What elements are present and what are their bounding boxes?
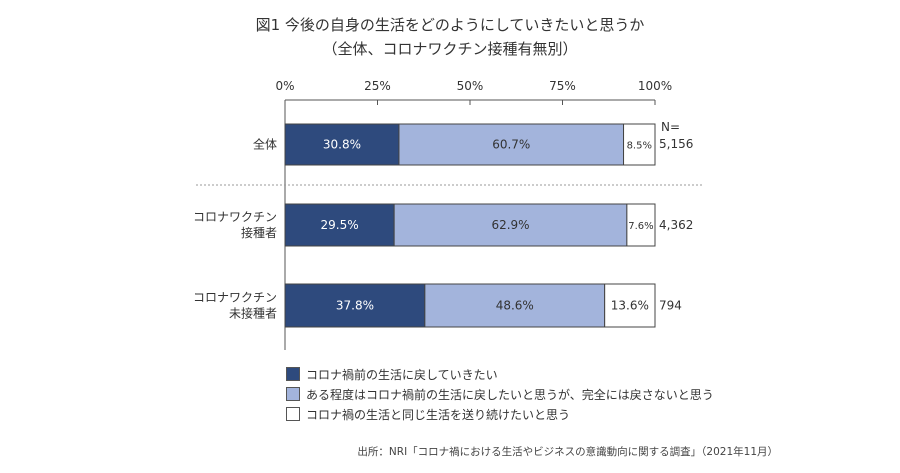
bar-label-0-2: 8.5% [627, 141, 652, 152]
chart-subtitle: （全体、コロナワクチン接種有無別） [322, 40, 578, 58]
bar-0-1 [398, 123, 625, 166]
bar-label-1-2: 7.6% [628, 221, 653, 232]
legend-label-3: コロナ禍の生活と同じ生活を送り続けたいと思う [306, 407, 571, 422]
n-value-1: 4,362 [659, 218, 693, 232]
x-tick-label-3: 75% [549, 79, 576, 93]
category-label-0-0: 全体 [253, 137, 277, 152]
bar-label-1-0: 29.5% [321, 218, 359, 232]
legend: コロナ禍前の生活に戻していきたい ある程度はコロナ禍前の生活に戻したいと思うが、… [286, 364, 714, 424]
bar-0-2 [623, 123, 656, 166]
legend-label-2: ある程度はコロナ禍前の生活に戻したいと思うが、完全には戻さないと思う [306, 387, 714, 402]
legend-item-1: コロナ禍前の生活に戻していきたい [286, 364, 714, 384]
bar-1-1 [393, 203, 628, 247]
n-value-2: 794 [659, 299, 682, 313]
bar-2-2 [604, 283, 656, 328]
bar-label-2-1: 48.6% [496, 299, 534, 313]
bar-0-0 [284, 123, 400, 166]
bar-label-2-2: 13.6% [611, 299, 649, 313]
legend-label-1: コロナ禍前の生活に戻していきたい [306, 367, 498, 382]
bar-2-0 [284, 283, 426, 328]
x-tick-label-0: 0% [275, 79, 294, 93]
bar-label-1-1: 62.9% [491, 218, 529, 232]
chart-title: 図1 今後の自身の生活をどのようにしていきたいと思うか [255, 16, 645, 34]
legend-swatch-2 [286, 387, 300, 401]
bar-label-2-0: 37.8% [336, 299, 374, 313]
category-label-2-0: コロナワクチン [193, 291, 277, 305]
x-tick-label-2: 50% [457, 79, 484, 93]
bar-label-0-1: 60.7% [492, 138, 530, 152]
legend-swatch-3 [286, 407, 300, 421]
category-label-2-1: 未接種者 [229, 306, 277, 321]
x-tick-label-4: 100% [638, 79, 672, 93]
n-value-0: 5,156 [659, 137, 693, 151]
legend-item-2: ある程度はコロナ禍前の生活に戻したいと思うが、完全には戻さないと思う [286, 384, 714, 404]
bar-1-2 [626, 203, 656, 247]
legend-item-3: コロナ禍の生活と同じ生活を送り続けたいと思う [286, 404, 714, 424]
bar-label-0-0: 30.8% [323, 138, 361, 152]
x-tick-label-1: 25% [364, 79, 391, 93]
source-note: 出所：NRI「コロナ禍における生活やビジネスの意識動向に関する調査」（2021年… [357, 446, 778, 458]
n-header: N= [661, 120, 680, 134]
category-label-1-0: コロナワクチン [193, 210, 277, 224]
category-label-1-1: 接種者 [241, 225, 277, 240]
legend-swatch-1 [286, 367, 300, 381]
